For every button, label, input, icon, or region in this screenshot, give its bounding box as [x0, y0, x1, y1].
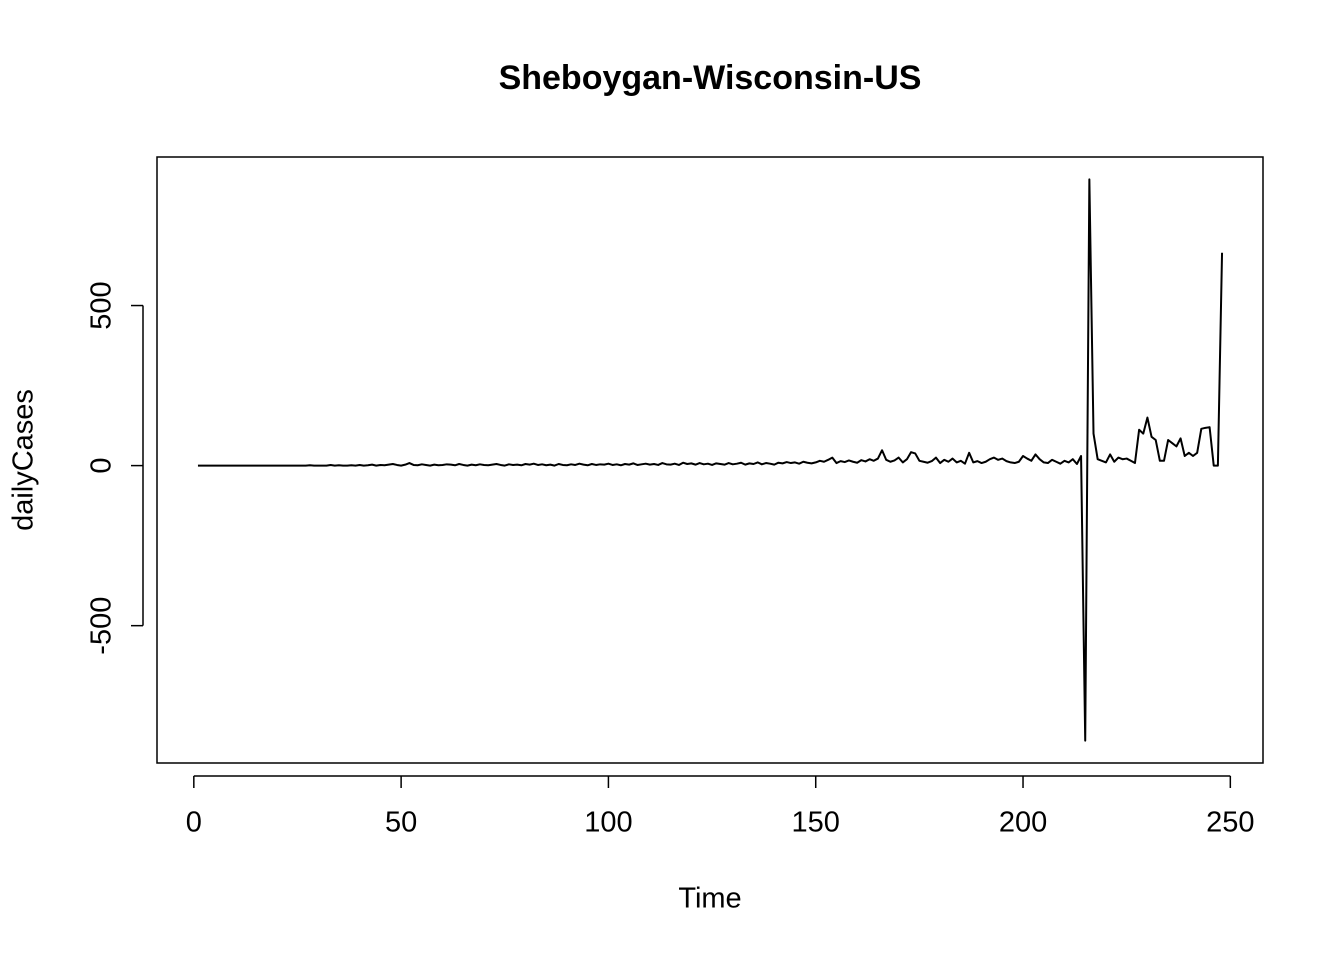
y-tick-label: 500 — [86, 281, 118, 329]
y-tick-label: 0 — [86, 458, 118, 474]
x-tick-label: 100 — [584, 807, 632, 839]
x-tick-label: 250 — [1206, 807, 1254, 839]
chart-title: Sheboygan-Wisconsin-US — [499, 59, 922, 97]
x-tick-label: 0 — [186, 807, 202, 839]
x-tick-label: 50 — [385, 807, 417, 839]
y-axis-label: dailyCases — [8, 389, 40, 531]
x-tick-label: 200 — [999, 807, 1047, 839]
data-line — [197, 178, 1224, 742]
plot-box — [156, 156, 1264, 764]
x-axis-label: Time — [678, 883, 741, 915]
x-tick-label: 150 — [792, 807, 840, 839]
y-tick-label: -500 — [86, 597, 118, 655]
